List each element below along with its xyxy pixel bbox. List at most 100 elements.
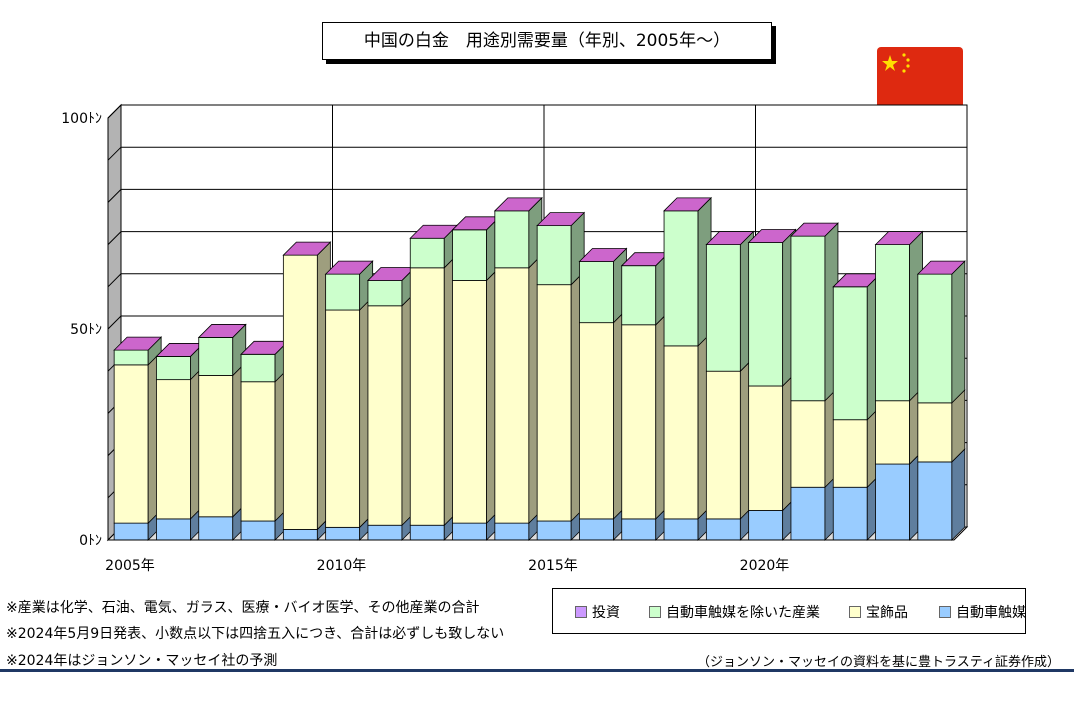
legend-swatch bbox=[849, 606, 861, 618]
bar-top bbox=[197, 324, 247, 338]
legend-label: 自動車触媒 bbox=[956, 605, 1026, 621]
bar-segment bbox=[113, 349, 149, 366]
bar-segment bbox=[705, 244, 741, 372]
bar-segment bbox=[113, 364, 149, 524]
source-note: （ジョンソン・マッセイの資料を基に豊トラスティ証券作成） bbox=[697, 655, 1060, 670]
bar-segment bbox=[240, 381, 276, 522]
bar-top bbox=[578, 248, 628, 262]
bar-segment bbox=[367, 280, 403, 307]
bar-segment bbox=[282, 254, 318, 530]
chart-title: 中国の白金 用途別需要量（年別、2005年～） bbox=[322, 22, 772, 60]
bar-segment bbox=[452, 522, 487, 541]
legend-swatch bbox=[649, 606, 661, 618]
bar-segment bbox=[748, 242, 784, 387]
bar-segment bbox=[663, 518, 699, 541]
bar-segment bbox=[198, 337, 234, 376]
legend-item-investment: 投資 bbox=[575, 602, 620, 622]
bar-segment bbox=[452, 280, 487, 524]
legend-swatch bbox=[939, 606, 951, 618]
bar-segment bbox=[536, 225, 572, 286]
gridline bbox=[107, 146, 967, 161]
bar-segment bbox=[875, 463, 910, 541]
bar-segment bbox=[156, 379, 191, 520]
legend-swatch bbox=[575, 606, 587, 618]
bar-segment bbox=[663, 345, 699, 520]
bar-top bbox=[493, 197, 543, 212]
bar-segment bbox=[705, 370, 741, 520]
bar-segment bbox=[790, 235, 826, 402]
bar-top bbox=[324, 260, 374, 275]
note-forecast: ※2024年はジョンソン・マッセイ社の予測 bbox=[6, 653, 278, 669]
bar-top bbox=[916, 260, 966, 275]
bar-segment bbox=[621, 324, 657, 520]
bar-segment bbox=[748, 385, 784, 511]
bar-segment bbox=[494, 210, 530, 269]
bar-segment bbox=[536, 284, 572, 522]
bar-segment bbox=[917, 273, 953, 404]
bar-segment bbox=[621, 518, 657, 541]
y-tick-label: 50ﾄﾝ bbox=[70, 322, 102, 338]
bar-segment bbox=[325, 526, 361, 541]
bar-segment bbox=[748, 510, 784, 541]
bar-segment bbox=[790, 400, 826, 488]
bar-segment bbox=[367, 305, 403, 526]
bar-segment bbox=[113, 522, 149, 541]
bar-segment bbox=[917, 461, 953, 541]
bar-segment bbox=[536, 520, 572, 541]
bar-segment bbox=[156, 356, 191, 381]
bar-segment bbox=[579, 518, 614, 541]
x-tick-label: 2015年 bbox=[528, 558, 578, 574]
bar-segment bbox=[875, 400, 910, 465]
bar-segment bbox=[832, 419, 868, 488]
bar-segment bbox=[579, 322, 614, 520]
note-rounding: ※2024年5月9日発表、小数点以下は四捨五入につき、合計は必ずしも致しない bbox=[6, 626, 505, 642]
legend-label: 宝飾品 bbox=[866, 605, 908, 621]
bar-segment bbox=[875, 244, 910, 402]
bar-segment bbox=[325, 273, 361, 311]
bar-side bbox=[951, 260, 966, 404]
bar-top bbox=[705, 231, 755, 246]
legend: 投資 自動車触媒を除いた産業 宝飾品 自動車触媒 bbox=[552, 588, 1026, 634]
y-tick-label: 100ﾄﾝ bbox=[61, 111, 102, 127]
bar-segment bbox=[198, 516, 234, 541]
bar-segment bbox=[579, 261, 614, 324]
bar-top bbox=[747, 229, 797, 243]
x-tick-label: 2005年 bbox=[105, 558, 155, 574]
gridline bbox=[107, 104, 967, 119]
legend-item-industry: 自動車触媒を除いた産業 bbox=[649, 602, 820, 622]
bar-segment bbox=[240, 353, 276, 383]
y-tick-label: 0ﾄﾝ bbox=[79, 533, 102, 549]
bar-segment bbox=[409, 524, 445, 541]
bar-segment bbox=[621, 265, 657, 326]
bar-segment bbox=[705, 518, 741, 541]
legend-item-autocatalyst: 自動車触媒 bbox=[939, 602, 1026, 622]
bar-segment bbox=[917, 402, 953, 463]
bar-top bbox=[789, 222, 839, 237]
bar-segment bbox=[452, 229, 487, 281]
bar-segment bbox=[663, 210, 699, 347]
bar-segment bbox=[494, 267, 530, 524]
bar-segment bbox=[832, 486, 868, 541]
bar-top bbox=[874, 231, 924, 246]
bar-segment bbox=[409, 267, 445, 526]
bottom-rule bbox=[0, 669, 1074, 672]
x-tick-label: 2010年 bbox=[317, 558, 367, 574]
bar-side bbox=[951, 447, 966, 541]
bar-top bbox=[663, 197, 713, 212]
bar-segment bbox=[790, 486, 826, 541]
bar-segment bbox=[409, 237, 445, 269]
gridline bbox=[107, 188, 967, 203]
bar-segment bbox=[494, 522, 530, 541]
bar-top bbox=[113, 336, 163, 351]
legend-label: 投資 bbox=[592, 605, 620, 621]
note-industry: ※産業は化学、石油、電気、ガラス、医療・バイオ医学、その他産業の合計 bbox=[6, 600, 480, 616]
bar-segment bbox=[832, 286, 868, 421]
legend-label: 自動車触媒を除いた産業 bbox=[666, 605, 820, 621]
bar-segment bbox=[240, 520, 276, 541]
bar-segment bbox=[198, 375, 234, 518]
x-tick-label: 2020年 bbox=[740, 558, 790, 574]
bar-top bbox=[536, 212, 586, 227]
bar-segment bbox=[367, 524, 403, 541]
bar-segment bbox=[282, 529, 318, 541]
